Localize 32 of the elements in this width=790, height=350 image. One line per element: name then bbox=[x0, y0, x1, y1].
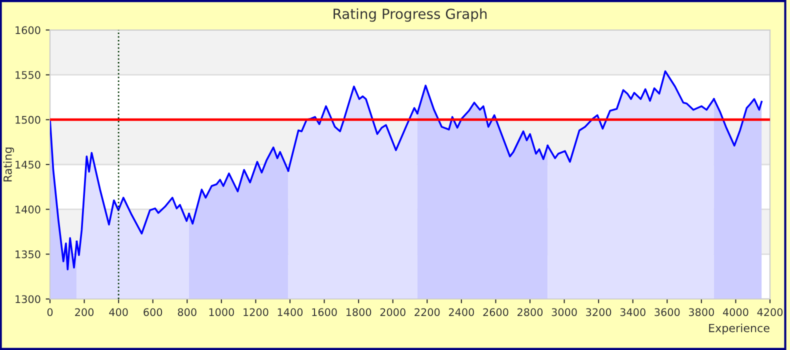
x-tick-label: 1600 bbox=[312, 308, 337, 316]
x-tick-label: 3000 bbox=[552, 308, 577, 316]
chart-title: Rating Progress Graph bbox=[334, 8, 487, 22]
x-tick-label: 1200 bbox=[244, 308, 268, 316]
y-tick-label: 1600 bbox=[16, 26, 40, 34]
y-tick-label: 1300 bbox=[16, 295, 40, 304]
y-tick-label: 1550 bbox=[16, 71, 40, 79]
x-tick-label: 2000 bbox=[380, 308, 406, 316]
y-axis-title: Rating bbox=[3, 148, 14, 182]
x-axis-title: Experience bbox=[709, 324, 770, 334]
x-tick-label: 0 bbox=[47, 308, 53, 316]
y-tick-label: 1500 bbox=[16, 116, 40, 124]
x-tick-label: 2600 bbox=[483, 308, 508, 316]
x-tick-label: 3600 bbox=[654, 308, 680, 316]
x-tick-label: 3200 bbox=[586, 308, 612, 316]
x-tick-label: 1400 bbox=[278, 308, 303, 316]
x-tick-label: 1800 bbox=[346, 308, 372, 316]
x-tick-label: 4000 bbox=[722, 308, 748, 316]
x-tick-label: 3800 bbox=[688, 308, 714, 316]
x-tick-label: 400 bbox=[109, 308, 128, 316]
x-tick-label: 200 bbox=[75, 308, 94, 316]
x-tick-label: 1000 bbox=[209, 308, 234, 316]
y-tick-label: 1350 bbox=[16, 250, 40, 258]
x-tick-label: 3400 bbox=[620, 308, 646, 316]
y-tick-label: 1400 bbox=[16, 206, 40, 214]
x-tick-label: 2400 bbox=[448, 308, 474, 316]
y-tick-label: 1450 bbox=[16, 160, 40, 169]
x-tick-label: 2800 bbox=[518, 308, 543, 316]
x-tick-label: 800 bbox=[178, 308, 196, 316]
x-tick-label: 4200 bbox=[757, 308, 783, 316]
x-tick-label: 600 bbox=[144, 308, 162, 316]
x-tick-label: 2200 bbox=[414, 308, 440, 316]
